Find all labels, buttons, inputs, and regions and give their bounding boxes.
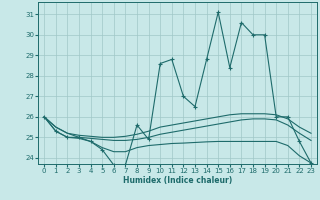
X-axis label: Humidex (Indice chaleur): Humidex (Indice chaleur) xyxy=(123,176,232,185)
